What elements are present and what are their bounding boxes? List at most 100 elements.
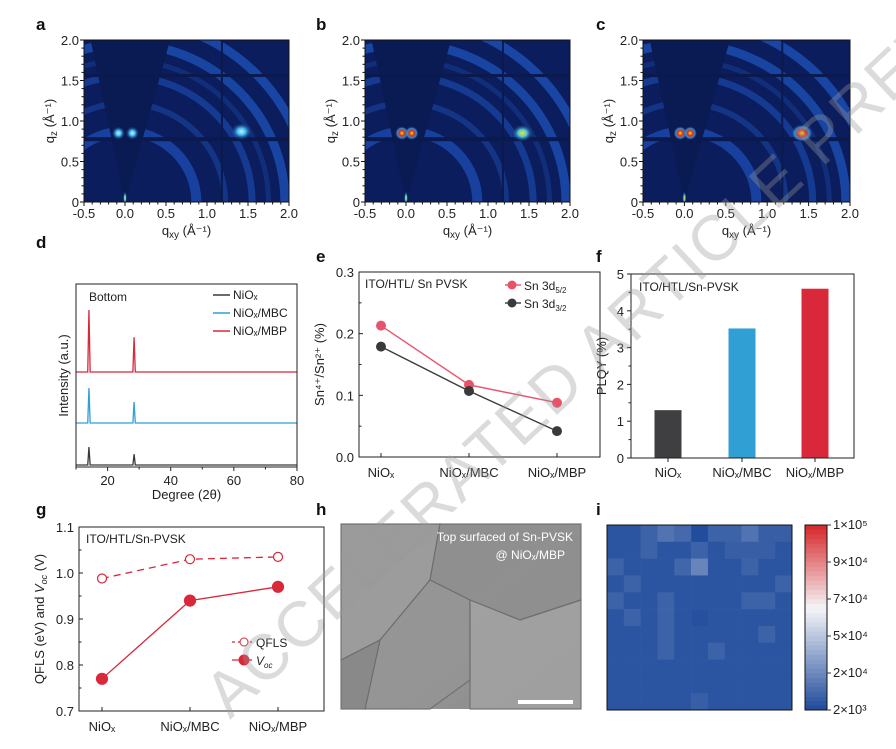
heatmap-cell (657, 575, 675, 593)
colorbar-step (805, 529, 827, 535)
x-tick-label: -0.5 (632, 206, 654, 221)
detector-gap (643, 137, 850, 142)
colorbar-step (805, 538, 827, 544)
detector-gap (365, 137, 570, 142)
panel-label-e: e (316, 247, 325, 266)
colorbar-step (805, 575, 827, 581)
data-point (183, 594, 197, 607)
heatmap-cell (741, 642, 759, 660)
legend-label: Sn 3d3/2 (524, 297, 567, 313)
y-axis-label: qz (Å⁻¹) (42, 99, 60, 143)
colorbar-step (805, 659, 827, 665)
heatmap-cell (775, 625, 793, 644)
heatmap-cell (775, 575, 793, 593)
heatmap-cell (707, 625, 726, 644)
heatmap-cell (623, 659, 641, 677)
heatmap-cell (607, 575, 625, 593)
heatmap-cell (657, 625, 675, 644)
colorbar-step (805, 626, 827, 632)
colorbar-step (805, 696, 827, 702)
heatmap-cell (775, 693, 793, 711)
colorbar-step (805, 603, 827, 609)
heatmap-cell (607, 525, 625, 543)
heatmap-cell (640, 693, 658, 711)
colorbar-step (805, 534, 827, 540)
heatmap-cell (657, 642, 675, 660)
heatmap-cell (691, 575, 709, 593)
heatmap-cell (707, 676, 726, 694)
heatmap-cell (741, 693, 759, 711)
x-axis-label: qxy (Å⁻¹) (162, 223, 211, 241)
x-tick-label: -0.5 (354, 206, 376, 221)
heatmap-cell (691, 525, 709, 543)
heatmap-cell (640, 625, 658, 644)
colorbar-step (805, 649, 827, 655)
panel-label-d: d (36, 233, 46, 252)
y-tick-label: 2.0 (620, 33, 638, 48)
heatmap-cell (657, 659, 675, 677)
diffraction-spot (404, 126, 419, 141)
heatmap-cell (691, 625, 709, 644)
y-tick-label: 2.0 (342, 33, 360, 48)
heatmap-cell (657, 592, 675, 610)
heatmap-cell (775, 659, 793, 677)
sem-image: Top surfaced of Sn-PVSK @ NiOₓ/MBP (340, 523, 582, 710)
detector-gap (781, 40, 784, 202)
colorbar-step (805, 548, 827, 554)
heatmap-cell (623, 609, 641, 627)
legend-name: Sn 3d (524, 279, 555, 293)
heatmap-cell (775, 558, 793, 576)
colorbar-step (805, 594, 827, 600)
heatmap-cell (758, 659, 776, 677)
map-content (365, 40, 570, 202)
heatmap-cell (657, 676, 675, 694)
heatmap-cell (758, 541, 776, 559)
y-tick-label: 2.0 (61, 33, 79, 48)
legend-label: NiOₓ/MBC (233, 306, 288, 320)
annotation: Bottom (89, 290, 127, 304)
x-tick-label: 1.5 (520, 206, 538, 221)
colorbar-tick-label: 5×10⁴ (833, 628, 868, 643)
x-tick-label: NiOₓ/MBP (528, 465, 586, 480)
y-axis-label: QFLS (eV) and Voc (V) (32, 554, 49, 684)
x-axis-label: Degree (2θ) (152, 487, 221, 502)
y-tick-label: 1.0 (56, 566, 74, 581)
legend-sub: 5/2 (555, 286, 567, 295)
data-point (464, 386, 474, 397)
heatmap-cell (623, 625, 641, 644)
x-tick-label: 2.0 (280, 206, 298, 221)
annotation: ITO/HTL/Sn-PVSK (639, 280, 739, 294)
colorbar-step (805, 566, 827, 572)
y-tick-label: 1 (617, 414, 624, 429)
legend-label: QFLS (256, 636, 287, 650)
y-axis-label-sub: z (608, 131, 619, 136)
heatmap-cell (741, 659, 759, 677)
y-tick-label: 1.0 (620, 114, 638, 129)
heatmap-cell (724, 659, 742, 677)
heatmap-cell (607, 592, 625, 610)
heatmap-cell (724, 592, 742, 610)
diffraction-spot (394, 126, 409, 141)
y-axis-label-main: q (323, 136, 338, 143)
data-point (552, 426, 562, 437)
x-tick-label: NiOₓ (368, 465, 395, 480)
colorbar-step (805, 640, 827, 646)
heatmap-cell (775, 609, 793, 627)
colorbar-step (805, 673, 827, 678)
detector-gap (84, 137, 289, 142)
bar-0 (654, 410, 682, 458)
qfls-voc-chart: 0.7 0.8 0.9 1.0 1.1 NiOₓ NiOₓ/MBC NiOₓ/MBP QFLS … (32, 520, 325, 734)
heatmap-cell (724, 558, 742, 576)
sn-ratio-chart: 0.0 0.1 0.2 0.3 NiOₓ NiOₓ/MBC NiOₓ/MBP Sn⁴⁺/Sn²… (312, 265, 601, 480)
heatmap-cell (741, 609, 759, 627)
heatmap-cell (691, 676, 709, 694)
panel-label-c: c (596, 15, 605, 34)
colorbar-frame (804, 524, 828, 711)
colorbar-step (805, 636, 827, 641)
caption: @ NiOₓ/MBP (496, 548, 565, 562)
panel-label-g: g (36, 500, 46, 519)
colorbar-step (805, 599, 827, 604)
colorbar-step (805, 585, 827, 591)
colorbar-step (805, 571, 827, 577)
